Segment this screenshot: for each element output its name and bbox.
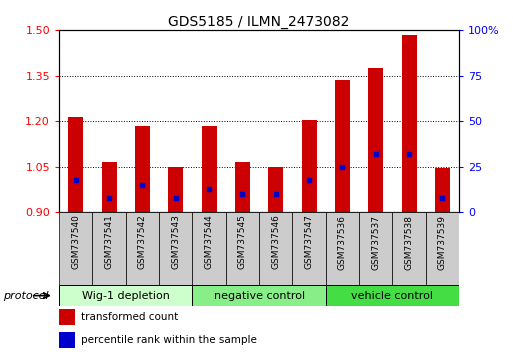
Bar <box>68 117 83 212</box>
Bar <box>202 126 216 212</box>
Text: GSM737546: GSM737546 <box>271 215 280 269</box>
Text: GSM737543: GSM737543 <box>171 215 180 269</box>
Bar <box>102 162 116 212</box>
Text: GSM737537: GSM737537 <box>371 215 380 270</box>
Text: negative control: negative control <box>213 291 305 301</box>
Bar <box>59 212 92 285</box>
Text: GSM737544: GSM737544 <box>205 215 213 269</box>
Bar <box>435 169 450 212</box>
Text: GSM737536: GSM737536 <box>338 215 347 270</box>
Bar <box>168 167 183 212</box>
Bar <box>426 212 459 285</box>
Text: protocol: protocol <box>3 291 48 301</box>
Bar <box>268 167 283 212</box>
Bar <box>59 331 75 348</box>
Text: transformed count: transformed count <box>81 312 178 322</box>
Text: percentile rank within the sample: percentile rank within the sample <box>81 335 257 345</box>
Bar <box>292 212 326 285</box>
Bar <box>59 308 75 325</box>
Bar <box>392 212 426 285</box>
Text: GSM737541: GSM737541 <box>105 215 113 269</box>
Bar <box>359 212 392 285</box>
Text: GSM737547: GSM737547 <box>305 215 313 269</box>
Bar <box>226 212 259 285</box>
Text: GSM737540: GSM737540 <box>71 215 80 269</box>
Bar <box>259 212 292 285</box>
Text: vehicle control: vehicle control <box>351 291 433 301</box>
Bar <box>326 285 459 306</box>
Bar <box>302 120 317 212</box>
Bar <box>326 212 359 285</box>
Text: GSM737538: GSM737538 <box>405 215 413 270</box>
Bar <box>126 212 159 285</box>
Text: GSM737539: GSM737539 <box>438 215 447 270</box>
Bar <box>402 35 417 212</box>
Bar <box>192 285 326 306</box>
Bar <box>59 285 192 306</box>
Bar <box>235 162 250 212</box>
Bar <box>159 212 192 285</box>
Title: GDS5185 / ILMN_2473082: GDS5185 / ILMN_2473082 <box>168 15 350 29</box>
Bar <box>135 126 150 212</box>
Bar <box>92 212 126 285</box>
Bar <box>368 68 383 212</box>
Bar <box>335 80 350 212</box>
Text: Wig-1 depletion: Wig-1 depletion <box>82 291 170 301</box>
Text: GSM737542: GSM737542 <box>138 215 147 269</box>
Bar <box>192 212 226 285</box>
Text: GSM737545: GSM737545 <box>238 215 247 269</box>
